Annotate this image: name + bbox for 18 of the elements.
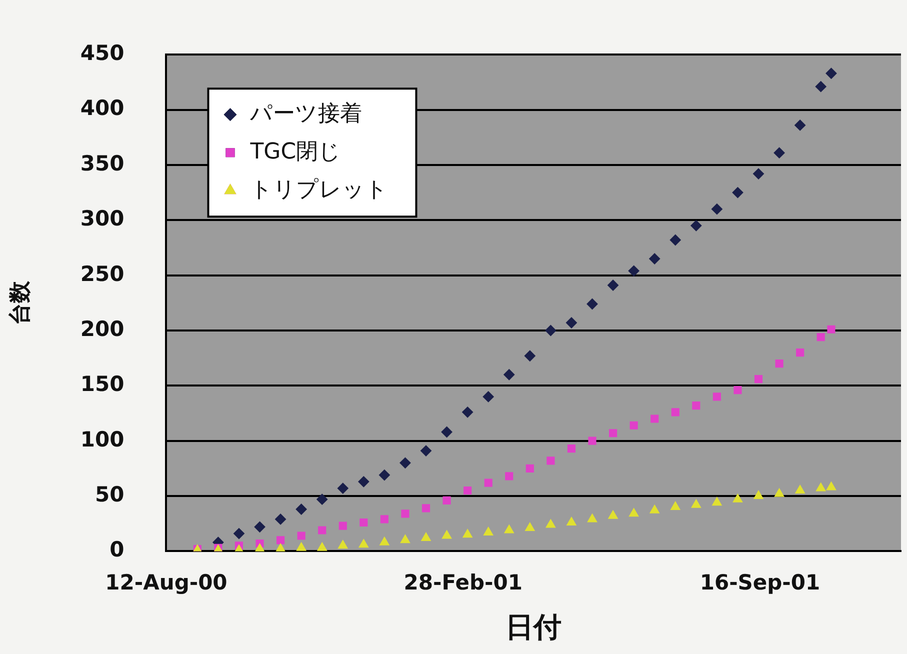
y-tick-label: 300 [80, 206, 124, 231]
legend-label: パーツ接着 [249, 101, 362, 126]
y-tick-label: 200 [80, 316, 124, 341]
legend-label: トリプレット [250, 177, 388, 202]
y-tick-label: 250 [80, 262, 124, 286]
legend-label: TGC閉じ [249, 139, 342, 164]
x-tick-label: 12-Aug-00 [105, 570, 228, 594]
y-tick-label: 150 [80, 372, 124, 396]
x-tick-label: 16-Sep-01 [700, 570, 820, 594]
y-tick-label: 0 [110, 538, 124, 562]
y-tick-label: 100 [80, 427, 124, 452]
y-tick-label: 50 [95, 482, 124, 506]
x-axis-title: 日付 [506, 610, 562, 644]
y-axis-title: 台数 [8, 280, 33, 325]
y-tick-label: 400 [80, 96, 124, 120]
y-tick-label: 450 [80, 41, 124, 66]
y-tick-label: 350 [80, 151, 124, 176]
x-tick-label: 28-Feb-01 [404, 570, 522, 594]
